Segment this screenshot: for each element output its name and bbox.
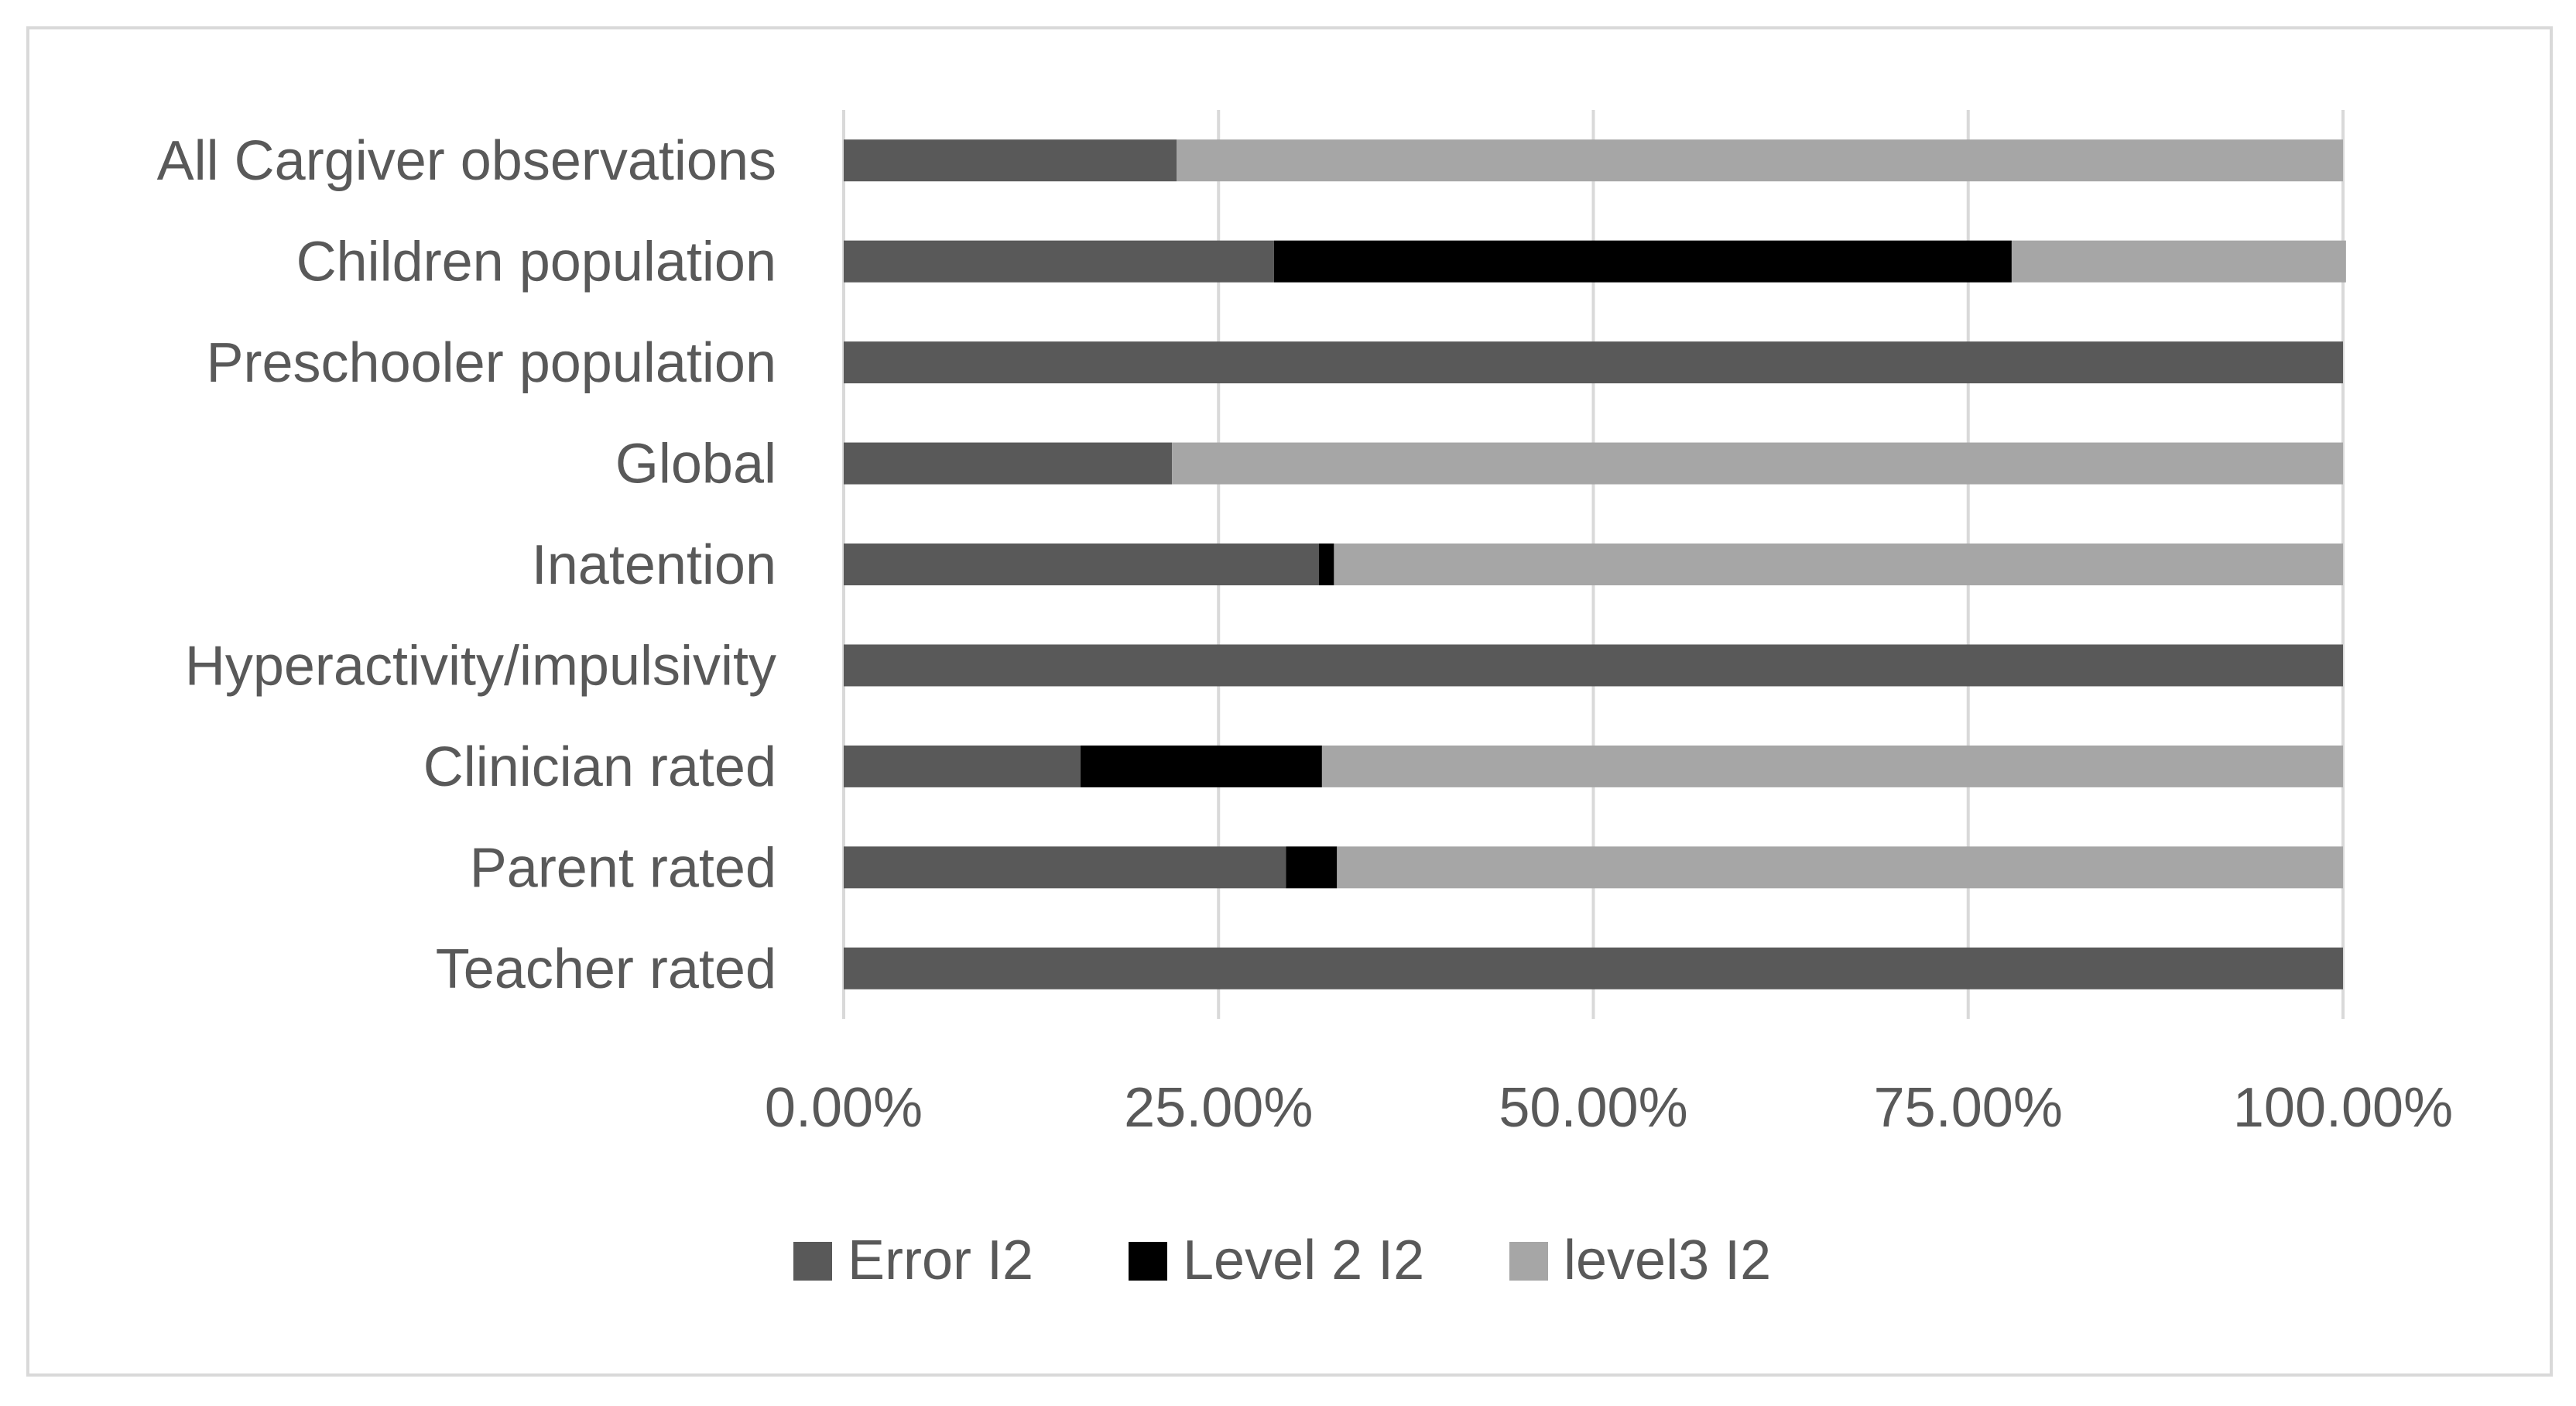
bar-segment-5-0 <box>844 644 2343 687</box>
category-label: Teacher rated <box>436 938 776 1000</box>
bar-segment-3-2 <box>1172 442 2343 485</box>
legend-label-2: level3 I2 <box>1564 1229 1771 1291</box>
bar-segment-6-1 <box>1081 745 1322 787</box>
category-label: All Cargiver observations <box>157 130 776 192</box>
bar-segment-7-2 <box>1337 846 2343 889</box>
bar-segment-1-1 <box>1273 240 2012 283</box>
legend-swatch-2 <box>1509 1242 1548 1281</box>
legend-swatch-0 <box>793 1242 832 1281</box>
category-label: Global <box>615 434 776 496</box>
bar-segment-4-1 <box>1319 544 1334 585</box>
category-label: Children population <box>296 231 776 293</box>
category-label: Clinician rated <box>423 736 776 798</box>
bar-segment-3-0 <box>844 442 1173 485</box>
bar-segment-1-2 <box>2011 240 2346 283</box>
x-tick-label: 0.00% <box>765 1077 923 1139</box>
legend-label-1: Level 2 I2 <box>1183 1229 1424 1291</box>
x-tick-label: 50.00% <box>1499 1077 1687 1139</box>
category-labels: All Cargiver observations Children popula… <box>157 130 776 1000</box>
bar-segment-6-2 <box>1321 745 2343 787</box>
legend: Error I2 Level 2 I2 level3 I2 <box>793 1229 1771 1291</box>
legend-label-0: Error I2 <box>848 1229 1033 1291</box>
x-tick-label: 100.00% <box>2233 1077 2453 1139</box>
x-tick-label: 75.00% <box>1874 1077 2063 1139</box>
bar-segment-4-0 <box>844 544 1320 585</box>
bar-segment-4-2 <box>1334 544 2343 585</box>
category-label: Parent rated <box>470 837 776 899</box>
bar-segment-1-0 <box>844 240 1274 283</box>
bar-segment-7-0 <box>844 846 1286 889</box>
category-label: Hyperactivity/impulsivity <box>185 635 776 697</box>
x-tick-labels: 0.00% 25.00% 50.00% 75.00% 100.00% <box>765 1077 2453 1139</box>
bar-segment-2-0 <box>844 341 2343 384</box>
bar-segment-0-2 <box>1177 139 2343 182</box>
legend-swatch-1 <box>1129 1242 1167 1281</box>
category-label: Inatention <box>532 534 776 596</box>
bar-segment-6-0 <box>844 745 1081 787</box>
category-label: Preschooler population <box>207 332 777 394</box>
bars <box>844 139 2346 989</box>
bar-segment-7-1 <box>1286 846 1338 889</box>
x-tick-label: 25.00% <box>1124 1077 1313 1139</box>
bar-segment-8-0 <box>844 947 2343 989</box>
bar-segment-0-0 <box>844 139 1177 182</box>
